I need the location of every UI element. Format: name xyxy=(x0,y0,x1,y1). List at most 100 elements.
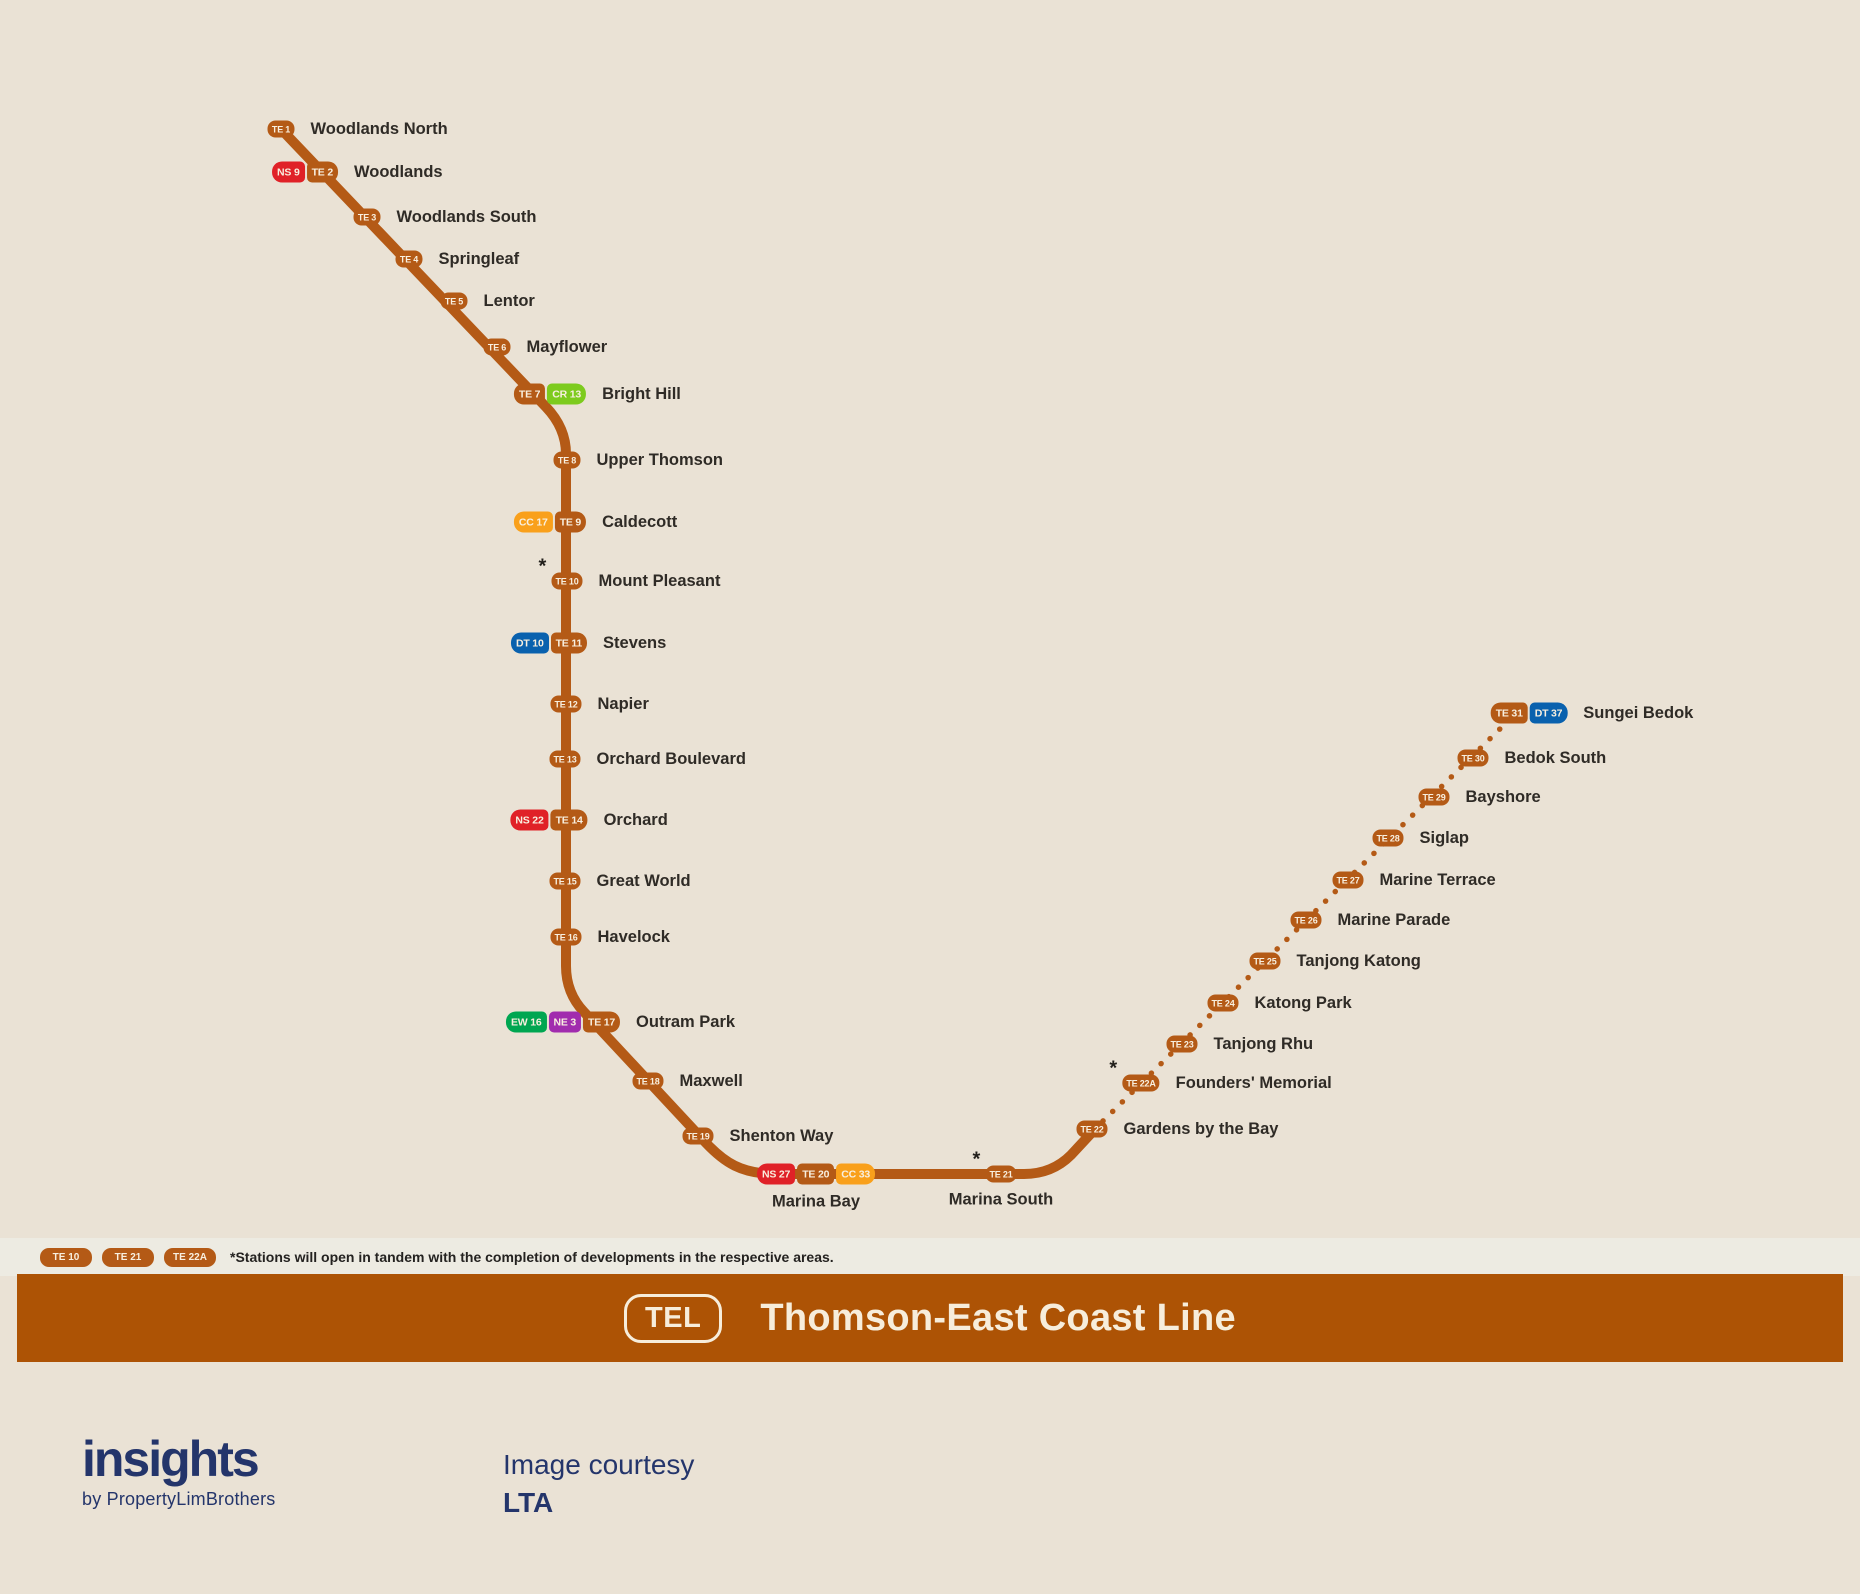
station-woodlands-south: TE 3 Woodlands South xyxy=(353,208,536,226)
badge-te-25: TE 25 xyxy=(1249,952,1281,970)
line-banner: TEL Thomson-East Coast Line xyxy=(17,1274,1843,1362)
badge-te-6: TE 6 xyxy=(483,338,511,356)
badge-ns-27: NS 27 xyxy=(757,1163,796,1185)
station-springleaf: TE 4 Springleaf xyxy=(395,250,519,268)
station-great-world: TE 15 Great World xyxy=(549,872,691,890)
station-label: Sungei Bedok xyxy=(1583,703,1694,722)
station-label: Stevens xyxy=(603,633,667,652)
station-badges: TE 29 xyxy=(1418,788,1450,806)
station-badges: TE 12 xyxy=(550,695,582,713)
badge-te-15: TE 15 xyxy=(549,872,581,890)
station-label: Mount Pleasant xyxy=(598,571,721,590)
station-badges: TE 28 xyxy=(1372,829,1404,847)
tel-line-pill-badge: TEL xyxy=(624,1293,723,1343)
station-label: Maxwell xyxy=(679,1071,743,1090)
image-courtesy-credit: Image courtesy LTA xyxy=(503,1446,694,1522)
station-shenton-way: TE 19 Shenton Way xyxy=(682,1127,833,1145)
badge-cc-17: CC 17 xyxy=(513,511,553,533)
station-badges: NS 22 TE 14 xyxy=(510,809,588,831)
footnote-badge-te-21: TE 21 xyxy=(102,1247,154,1267)
station-badges: DT 10 TE 11 xyxy=(510,632,588,654)
station-tanjong-katong: TE 25 Tanjong Katong xyxy=(1249,952,1421,970)
insights-logo: insights by PropertyLimBrothers xyxy=(82,1432,275,1510)
station-label: Caldecott xyxy=(602,512,678,531)
station-badges: TE 7 CR 13 xyxy=(513,383,587,405)
station-label: Napier xyxy=(597,694,649,713)
badge-te-21: TE 21 xyxy=(985,1165,1017,1183)
station-label: Shenton Way xyxy=(729,1126,834,1145)
badge-te-13: TE 13 xyxy=(549,750,581,768)
station-badges: TE 21 xyxy=(985,1165,1017,1183)
badge-te-2: TE 2 xyxy=(306,161,338,183)
badge-te-14: TE 14 xyxy=(550,809,588,831)
station-badges: TE 18 xyxy=(632,1072,664,1090)
station-tanjong-rhu: TE 23 Tanjong Rhu xyxy=(1166,1035,1313,1053)
station-label: Woodlands South xyxy=(396,207,537,226)
badge-ne-3: NE 3 xyxy=(548,1011,582,1033)
station-badges: TE 5 xyxy=(440,292,468,310)
badge-te-22: TE 22 xyxy=(1076,1120,1108,1138)
station-label: Orchard xyxy=(603,810,668,829)
station-badges: TE 26 xyxy=(1290,911,1322,929)
station-badges: TE 24 xyxy=(1207,994,1239,1012)
station-mount-pleasant: * TE 10 Mount Pleasant xyxy=(538,557,720,590)
station-label: Bedok South xyxy=(1504,748,1607,767)
badge-te-5: TE 5 xyxy=(440,292,468,310)
station-lentor: TE 5 Lentor xyxy=(440,292,535,310)
station-marine-parade: TE 26 Marine Parade xyxy=(1290,911,1450,929)
station-marina-bay: NS 27 TE 20 CC 33 Marina Bay xyxy=(757,1163,875,1211)
station-label: Woodlands North xyxy=(310,119,448,138)
badge-te-11: TE 11 xyxy=(550,632,588,654)
station-label: Siglap xyxy=(1419,828,1470,847)
badge-te-22a: TE 22A xyxy=(1122,1074,1160,1092)
station-orchard: NS 22 TE 14 Orchard xyxy=(510,809,668,831)
station-badges: TE 22 xyxy=(1076,1120,1108,1138)
badge-te-16: TE 16 xyxy=(550,928,582,946)
station-upper-thomson: TE 8 Upper Thomson xyxy=(553,451,723,469)
station-badges: TE 19 xyxy=(682,1127,714,1145)
station-label: Bayshore xyxy=(1465,787,1541,806)
badge-te-27: TE 27 xyxy=(1332,871,1364,889)
badge-te-18: TE 18 xyxy=(632,1072,664,1090)
station-badges: TE 3 xyxy=(353,208,381,226)
station-badges: EW 16 NE 3 TE 17 xyxy=(505,1011,621,1033)
station-label: Gardens by the Bay xyxy=(1123,1119,1279,1138)
image-courtesy-org: LTA xyxy=(503,1486,554,1518)
footnote-badges: TE 10 TE 21 TE 22A xyxy=(40,1247,216,1267)
badge-te-29: TE 29 xyxy=(1418,788,1450,806)
badge-te-3: TE 3 xyxy=(353,208,381,226)
station-badges: TE 8 xyxy=(553,451,581,469)
insights-logo-wordmark: insights xyxy=(82,1431,260,1487)
badge-te-1: TE 1 xyxy=(267,120,295,138)
station-label: Marina Bay xyxy=(771,1192,861,1211)
station-label: Marina South xyxy=(948,1190,1054,1209)
station-badges: NS 9 TE 2 xyxy=(272,161,338,183)
station-badges: TE 1 xyxy=(267,120,295,138)
badge-te-8: TE 8 xyxy=(553,451,581,469)
station-label: Springleaf xyxy=(438,249,520,268)
insights-logo-subtitle: by PropertyLimBrothers xyxy=(82,1489,276,1509)
station-badges: TE 23 xyxy=(1166,1035,1198,1053)
badge-te-24: TE 24 xyxy=(1207,994,1239,1012)
station-gardens-by-the-bay: TE 22 Gardens by the Bay xyxy=(1076,1120,1278,1138)
station-mayflower: TE 6 Mayflower xyxy=(483,338,607,356)
station-katong-park: TE 24 Katong Park xyxy=(1207,994,1352,1012)
badge-ns-22: NS 22 xyxy=(510,809,549,831)
station-label: Havelock xyxy=(597,927,670,946)
badge-dt-37: DT 37 xyxy=(1529,702,1568,724)
station-label: Founders' Memorial xyxy=(1175,1073,1332,1092)
station-founders-memorial: * TE 22A Founders' Memorial xyxy=(1109,1059,1332,1092)
asterisk-marker: * xyxy=(972,1148,981,1171)
station-bayshore: TE 29 Bayshore xyxy=(1418,788,1541,806)
station-bedok-south: TE 30 Bedok South xyxy=(1457,749,1606,767)
station-label: Marine Parade xyxy=(1337,910,1451,929)
badge-cc-33: CC 33 xyxy=(836,1163,875,1185)
station-label: Outram Park xyxy=(636,1012,736,1031)
station-label: Marine Terrace xyxy=(1379,870,1496,889)
asterisk-marker: * xyxy=(538,555,547,578)
station-orchard-boulevard: TE 13 Orchard Boulevard xyxy=(549,750,746,768)
station-maxwell: TE 18 Maxwell xyxy=(632,1072,743,1090)
station-label: Bright Hill xyxy=(602,384,681,403)
badge-te-28: TE 28 xyxy=(1372,829,1404,847)
